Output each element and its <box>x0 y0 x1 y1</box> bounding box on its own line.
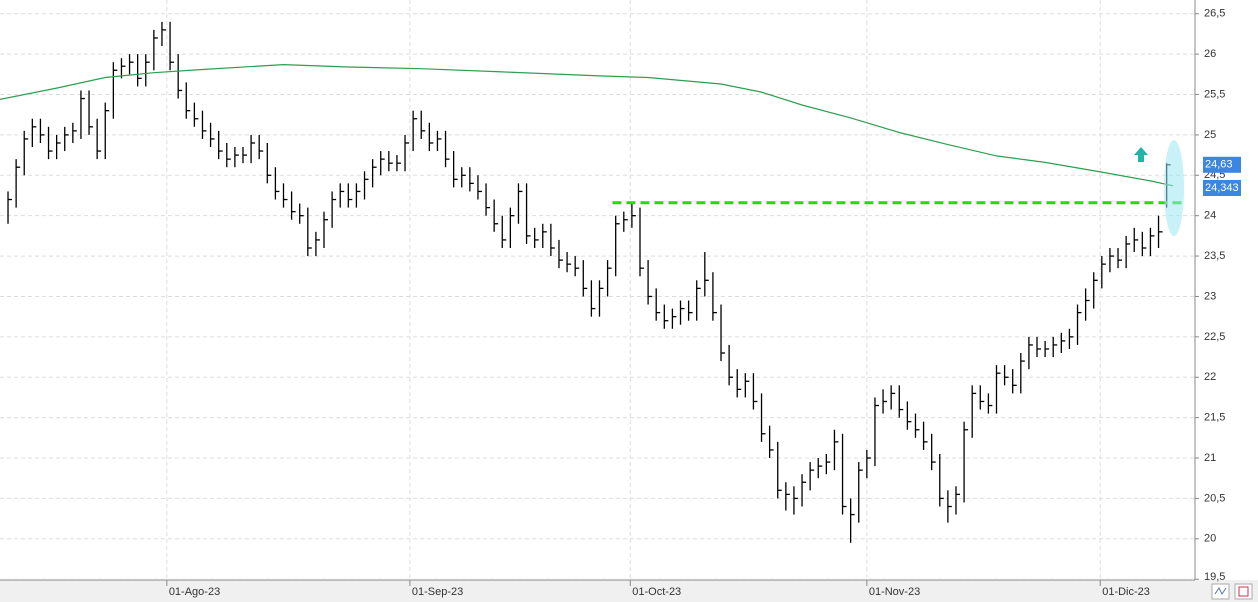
y-tick-label: 21 <box>1204 452 1216 464</box>
y-tick-label: 22,5 <box>1204 331 1225 343</box>
x-tick-label: 01-Ago-23 <box>169 586 220 598</box>
y-tick-label: 19,5 <box>1204 571 1225 583</box>
y-tick-label: 24 <box>1204 210 1216 222</box>
x-tick-label: 01-Dic-23 <box>1102 586 1150 598</box>
y-tick-label: 23,5 <box>1204 250 1225 262</box>
plot <box>0 21 1185 543</box>
x-tick-label: 01-Oct-23 <box>632 586 681 598</box>
y-tick-label: 25 <box>1204 129 1216 141</box>
zoom-icon <box>1214 587 1227 595</box>
y-tick-label: 25,5 <box>1204 88 1225 100</box>
x-tick-label: 01-Sep-23 <box>412 586 463 598</box>
price-label: 24,63 <box>1205 159 1233 171</box>
moving-average-line <box>0 63 1174 187</box>
y-tick-label: 21,5 <box>1204 412 1225 424</box>
price-label-box <box>1203 179 1241 196</box>
save-button[interactable] <box>1234 583 1253 600</box>
y-tick-label: 22 <box>1204 371 1216 383</box>
price-label: 24,343 <box>1205 182 1239 194</box>
x-tick-label: 01-Nov-23 <box>869 586 920 598</box>
grid: 19,52020,52121,52222,52323,52424,52525,5… <box>0 0 1225 598</box>
y-tick-label: 26,5 <box>1204 8 1225 20</box>
y-tick-label: 20 <box>1204 533 1216 545</box>
y-tick-label: 26 <box>1204 48 1216 60</box>
y-tick-label: 20,5 <box>1204 492 1225 504</box>
up-arrow <box>1134 147 1148 162</box>
y-tick-label: 23 <box>1204 290 1216 302</box>
price-label-box <box>1203 156 1241 173</box>
highlight-ellipse <box>1164 140 1184 236</box>
save-icon <box>1238 586 1249 597</box>
x-axis-band <box>0 580 1258 602</box>
